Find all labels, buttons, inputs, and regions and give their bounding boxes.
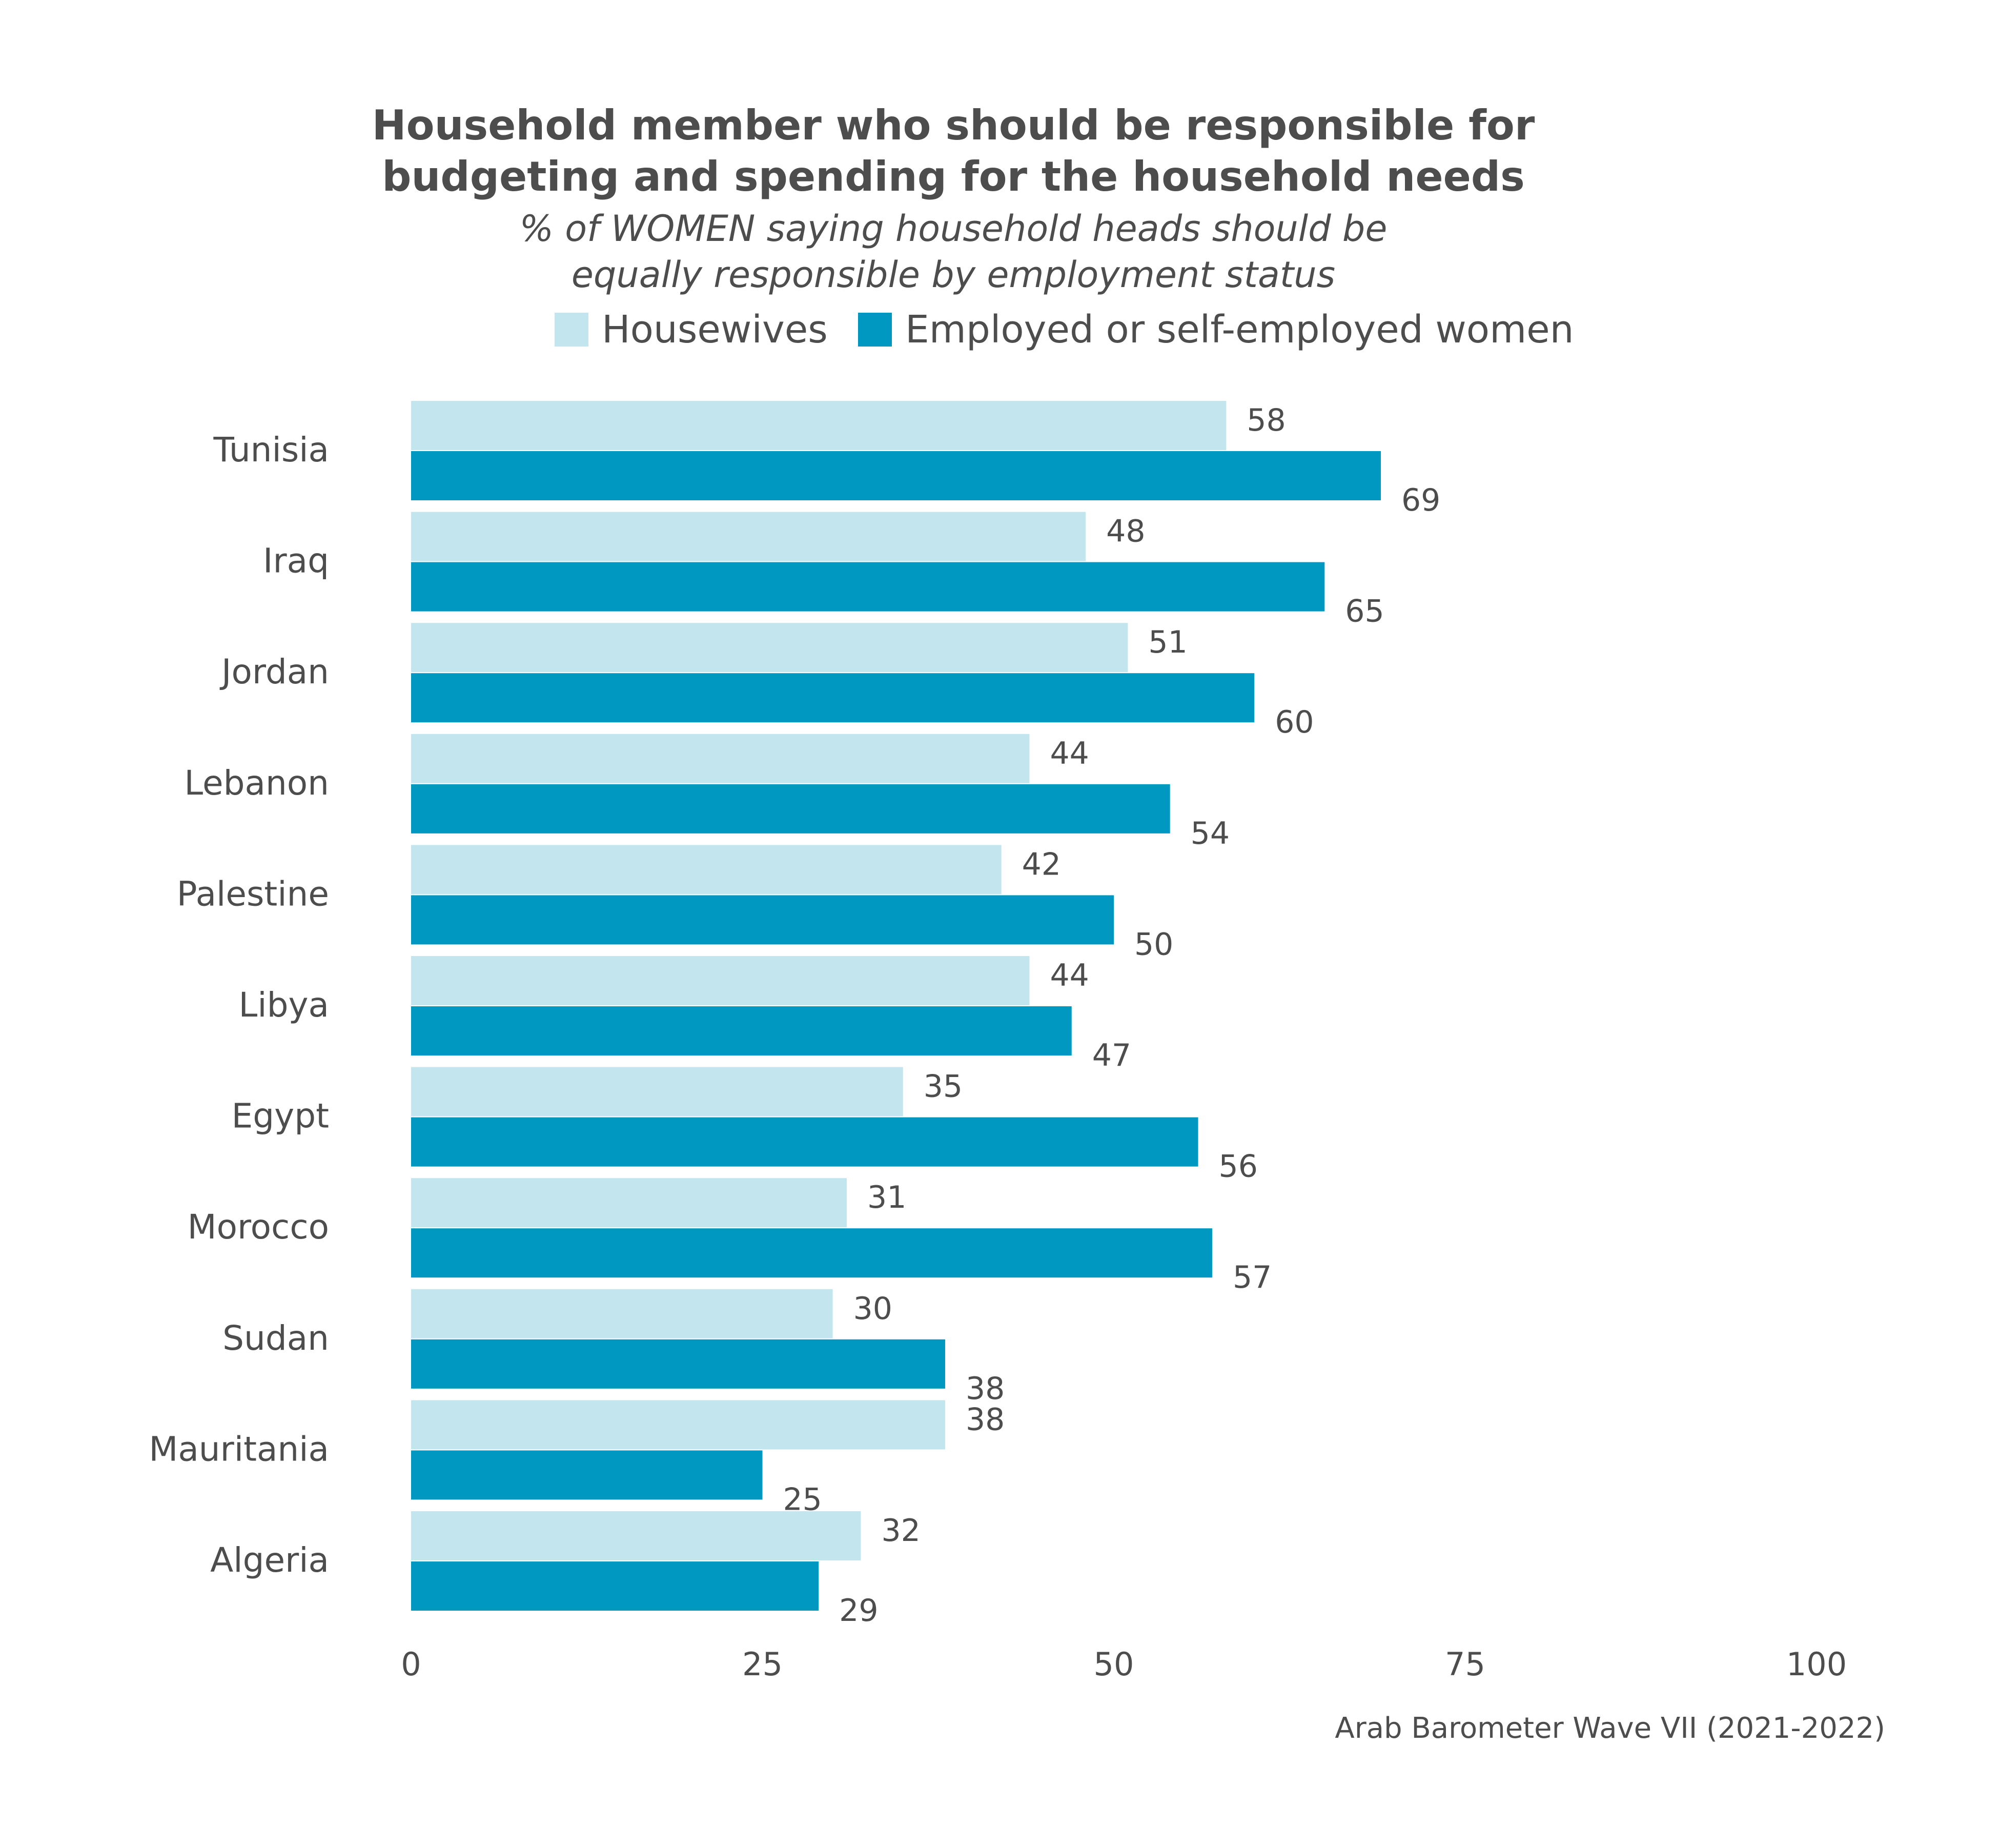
category-label-palestine: Palestine	[177, 874, 329, 913]
value-label-palestine-employed-or-self-employed-women: 50	[1134, 926, 1173, 962]
chart-caption: Arab Barometer Wave VII (2021-2022)	[1335, 1712, 1885, 1745]
bar-morocco-housewives	[411, 1178, 847, 1228]
bar-lebanon-employed-or-self-employed-women	[411, 784, 1170, 834]
x-tick-label-25: 25	[742, 1646, 783, 1683]
category-labels: Tunisia Iraq Jordan Lebanon Palestine Libya Eg…	[149, 430, 329, 1580]
category-label-morocco: Morocco	[188, 1207, 329, 1247]
value-label-morocco-employed-or-self-employed-women: 57	[1233, 1260, 1272, 1295]
chart-title-line-2: budgeting and spending for the household…	[382, 153, 1525, 200]
bar-iraq-employed-or-self-employed-women	[411, 562, 1325, 612]
chart-subtitle: % of WOMEN saying household heads should…	[520, 208, 1388, 296]
bars	[411, 401, 1381, 1611]
x-axis: 0 25 50 75 100	[401, 1646, 1847, 1683]
category-label-libya: Libya	[238, 985, 329, 1025]
value-label-egypt-employed-or-self-employed-women: 56	[1219, 1149, 1258, 1185]
bar-jordan-employed-or-self-employed-women	[411, 673, 1255, 723]
value-label-algeria-housewives: 32	[881, 1513, 920, 1549]
value-label-iraq-employed-or-self-employed-women: 65	[1345, 594, 1384, 629]
bar-sudan-housewives	[411, 1289, 833, 1338]
bar-iraq-housewives	[411, 512, 1086, 561]
bar-egypt-housewives	[411, 1067, 903, 1116]
chart-title: Household member who should be responsib…	[372, 101, 1535, 200]
legend-swatch-employed-or-self-employed-women	[858, 313, 892, 347]
category-label-jordan: Jordan	[219, 652, 329, 692]
value-label-morocco-housewives: 31	[867, 1180, 906, 1215]
value-label-tunisia-employed-or-self-employed-women: 69	[1401, 482, 1440, 518]
bar-sudan-employed-or-self-employed-women	[411, 1339, 945, 1389]
value-label-iraq-housewives: 48	[1106, 514, 1145, 550]
bar-mauritania-housewives	[411, 1400, 945, 1450]
value-label-libya-housewives: 44	[1050, 958, 1089, 993]
chart-subtitle-line-2: equally responsible by employment status	[572, 254, 1335, 296]
bar-tunisia-housewives	[411, 401, 1227, 450]
bar-palestine-housewives	[411, 845, 1002, 895]
value-label-mauritania-employed-or-self-employed-women: 25	[783, 1481, 822, 1517]
bar-algeria-housewives	[411, 1511, 861, 1560]
category-label-mauritania: Mauritania	[149, 1429, 329, 1469]
bar-jordan-housewives	[411, 623, 1128, 673]
category-label-egypt: Egypt	[232, 1096, 329, 1136]
chart-title-line-1: Household member who should be responsib…	[372, 101, 1535, 149]
value-label-lebanon-employed-or-self-employed-women: 54	[1191, 816, 1230, 851]
value-label-sudan-housewives: 30	[853, 1291, 892, 1327]
bar-libya-housewives	[411, 956, 1030, 1005]
x-tick-label-75: 75	[1445, 1646, 1485, 1683]
bar-libya-employed-or-self-employed-women	[411, 1006, 1072, 1055]
bar-egypt-employed-or-self-employed-women	[411, 1117, 1198, 1167]
category-label-iraq: Iraq	[263, 541, 329, 581]
x-tick-label-0: 0	[401, 1646, 421, 1683]
value-label-jordan-housewives: 51	[1148, 624, 1187, 660]
value-label-algeria-employed-or-self-employed-women: 29	[839, 1593, 878, 1629]
bar-lebanon-housewives	[411, 734, 1030, 783]
value-label-palestine-housewives: 42	[1022, 846, 1061, 882]
bar-algeria-employed-or-self-employed-women	[411, 1561, 819, 1611]
value-label-lebanon-housewives: 44	[1050, 736, 1089, 771]
value-label-libya-employed-or-self-employed-women: 47	[1092, 1038, 1131, 1073]
category-label-lebanon: Lebanon	[184, 763, 329, 803]
x-tick-label-100: 100	[1786, 1646, 1847, 1683]
legend-swatch-housewives	[555, 313, 588, 347]
legend-label-housewives: Housewives	[602, 308, 828, 352]
bar-tunisia-employed-or-self-employed-women	[411, 451, 1381, 500]
legend-label-employed-or-self-employed-women: Employed or self-employed women	[905, 308, 1574, 352]
value-label-mauritania-housewives: 38	[966, 1402, 1005, 1437]
bar-palestine-employed-or-self-employed-women	[411, 895, 1114, 945]
chart-subtitle-line-1: % of WOMEN saying household heads should…	[520, 208, 1388, 250]
value-label-egypt-housewives: 35	[924, 1069, 963, 1105]
value-label-sudan-employed-or-self-employed-women: 38	[966, 1371, 1005, 1407]
category-label-tunisia: Tunisia	[213, 430, 329, 470]
value-label-jordan-employed-or-self-employed-women: 60	[1275, 704, 1314, 740]
category-label-algeria: Algeria	[210, 1540, 329, 1580]
bar-mauritania-employed-or-self-employed-women	[411, 1450, 763, 1500]
legend: Housewives Employed or self-employed wome…	[555, 308, 1574, 352]
value-label-tunisia-housewives: 58	[1247, 402, 1286, 438]
x-tick-label-50: 50	[1094, 1646, 1134, 1683]
category-label-sudan: Sudan	[222, 1318, 329, 1358]
bar-morocco-employed-or-self-employed-women	[411, 1228, 1212, 1278]
